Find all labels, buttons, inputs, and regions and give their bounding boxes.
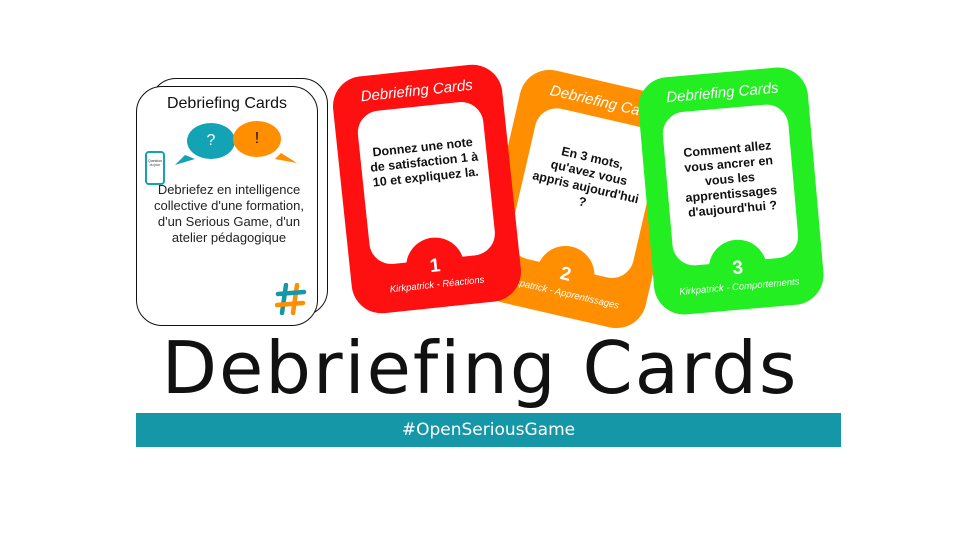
card-1-question: Donnez une note de satisfaction 1 à 10 e…: [369, 135, 480, 190]
hashtag-logo-icon: [275, 283, 307, 315]
cover-title: Debriefing Cards: [166, 95, 288, 112]
hashtag-banner: #OpenSeriousGame: [136, 413, 841, 447]
main-title: Debriefing Cards: [161, 326, 799, 410]
exclamation-mark-text: !: [254, 130, 260, 147]
phone-icon: Question du jour: [145, 151, 165, 185]
phone-text: Question du jour: [147, 159, 162, 167]
speech-bubbles-icon: [175, 121, 297, 165]
cover-card: Debriefing Cards ? ! Question du jour De…: [136, 86, 318, 326]
question-mark-text: ?: [206, 132, 216, 149]
card-3-question: Comment allez vous ancrer en vous les ap…: [682, 138, 778, 220]
card-1-header: Debriefing Cards: [359, 76, 474, 106]
banner-text: #OpenSeriousGame: [401, 420, 576, 440]
card-3-header: Debriefing Cards: [665, 79, 780, 107]
cover-description: Debriefez en intelligence collective d'u…: [154, 182, 304, 245]
card-2-question: En 3 mots, qu'avez vous appris aujourd'h…: [531, 144, 641, 210]
card-3: Debriefing Cards Comment allez vous ancr…: [635, 65, 827, 317]
card-1: Debriefing Cards Donnez une note de sati…: [330, 61, 524, 317]
